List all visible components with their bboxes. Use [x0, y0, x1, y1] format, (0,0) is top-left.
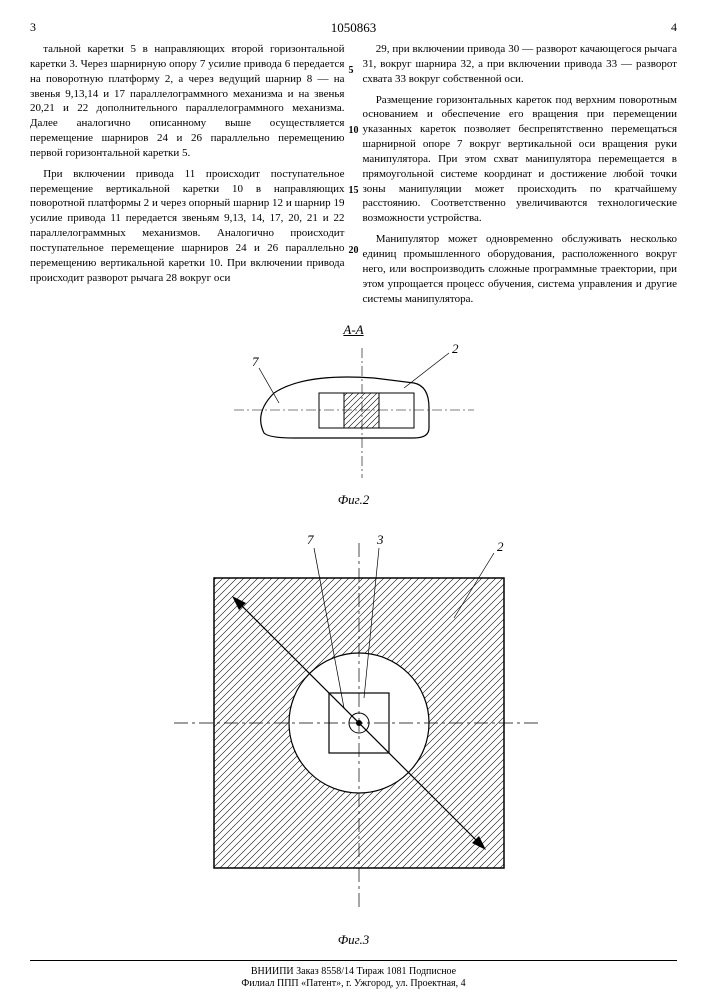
figure-2: А-А 7 2 Фиг. — [30, 322, 677, 508]
callout-2: 2 — [497, 539, 504, 554]
footer: ВНИИПИ Заказ 8558/14 Тираж 1081 Подписно… — [30, 960, 677, 989]
right-para-2: Размещение горизонтальных кареток под ве… — [363, 93, 678, 227]
callout-2: 2 — [452, 341, 459, 356]
line-number: 15 — [349, 184, 359, 198]
figure-2-label: Фиг.2 — [30, 492, 677, 508]
line-number: 20 — [349, 244, 359, 258]
right-para-3: Манипулятор может одновременно обслужива… — [363, 232, 678, 306]
line-number: 5 — [349, 64, 354, 78]
footer-line-2: Филиал ППП «Патент», г. Ужгород, ул. Про… — [30, 978, 677, 989]
callout-3: 3 — [376, 532, 384, 547]
right-para-1: 29, при включении привода 30 — разворот … — [363, 42, 678, 87]
figure-3-label: Фиг.3 — [30, 932, 677, 948]
page-number-right: 4 — [671, 20, 677, 36]
text-columns: тальной каретки 5 в направляющих второй … — [30, 42, 677, 312]
column-left: тальной каретки 5 в направляющих второй … — [30, 42, 345, 312]
callout-7: 7 — [307, 532, 314, 547]
figures-area: А-А 7 2 Фиг. — [30, 322, 677, 948]
footer-line-1: ВНИИПИ Заказ 8558/14 Тираж 1081 Подписно… — [30, 966, 677, 977]
figure-3: 7 3 2 Фиг.3 — [30, 528, 677, 948]
page-header: 3 1050863 4 — [30, 20, 677, 36]
figure-2-svg: 7 2 — [204, 338, 504, 488]
section-label: А-А — [30, 322, 677, 338]
left-para-2: При включении привода 11 происходит пост… — [30, 167, 345, 286]
document-number: 1050863 — [36, 20, 671, 36]
column-right: 5 10 15 20 29, при включении привода 30 … — [363, 42, 678, 312]
line-number: 10 — [349, 124, 359, 138]
callout-7: 7 — [252, 354, 259, 369]
left-para-1: тальной каретки 5 в направляющих второй … — [30, 42, 345, 161]
figure-3-svg: 7 3 2 — [154, 528, 554, 928]
